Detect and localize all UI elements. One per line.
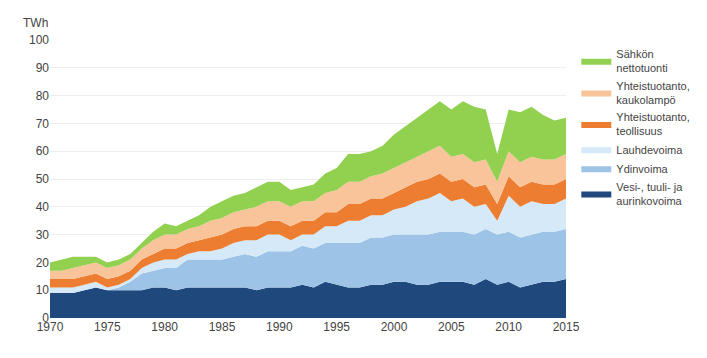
svg-text:20: 20: [36, 256, 50, 270]
svg-text:1970: 1970: [37, 320, 64, 334]
svg-text:30: 30: [36, 228, 50, 242]
svg-text:10: 10: [36, 283, 50, 297]
svg-text:Yhteistuotanto,kaukolampö: Yhteistuotanto,kaukolampö: [616, 80, 689, 106]
svg-text:2015: 2015: [553, 320, 580, 334]
svg-text:1975: 1975: [94, 320, 121, 334]
svg-text:80: 80: [36, 89, 50, 103]
svg-text:2005: 2005: [438, 320, 465, 334]
svg-text:50: 50: [36, 172, 50, 186]
svg-text:0: 0: [42, 311, 49, 325]
svg-text:Lauhdevoima: Lauhdevoima: [616, 144, 683, 156]
svg-text:2000: 2000: [381, 320, 408, 334]
svg-text:100: 100: [29, 33, 49, 47]
svg-text:1985: 1985: [209, 320, 236, 334]
svg-text:1995: 1995: [323, 320, 350, 334]
svg-text:Vesi-, tuuli- jaaurinkovoima: Vesi-, tuuli- jaaurinkovoima: [616, 181, 683, 207]
svg-text:90: 90: [36, 61, 50, 75]
svg-text:60: 60: [36, 144, 50, 158]
svg-text:Ydinvoima: Ydinvoima: [616, 163, 668, 175]
svg-text:1990: 1990: [266, 320, 293, 334]
svg-text:Sähkönnettotuonti: Sähkönnettotuonti: [616, 48, 667, 74]
svg-text:1980: 1980: [151, 320, 178, 334]
svg-text:Yhteistuotanto,teollisuus: Yhteistuotanto,teollisuus: [616, 111, 689, 137]
svg-text:70: 70: [36, 117, 50, 131]
svg-text:TWh: TWh: [23, 16, 48, 30]
svg-text:40: 40: [36, 200, 50, 214]
svg-text:2010: 2010: [495, 320, 522, 334]
